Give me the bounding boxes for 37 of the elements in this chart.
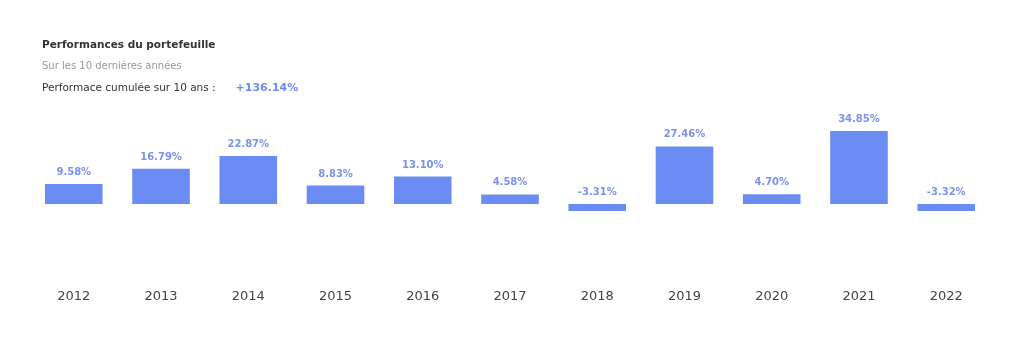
bar [830, 131, 888, 204]
data-label: -3.32% [926, 186, 966, 197]
bar [655, 146, 714, 204]
bar [742, 194, 801, 204]
x-tick-label: 2013 [144, 287, 178, 303]
x-tick-label: 2017 [493, 287, 527, 303]
bar [568, 204, 627, 211]
text: +136.14% [235, 81, 299, 94]
bar [45, 183, 103, 204]
bar [917, 204, 975, 211]
data-label: 4.70% [754, 176, 790, 188]
x-tick-label: 2020 [755, 287, 789, 303]
data-label: 16.79% [140, 150, 182, 162]
data-label: 4.58% [492, 176, 528, 188]
bar [219, 156, 278, 204]
x-tick-label: 2018 [580, 287, 614, 303]
data-label: 13.10% [401, 158, 444, 170]
bar [393, 176, 452, 204]
data-label: 8.83% [318, 167, 353, 179]
x-tick-label: 2014 [231, 287, 265, 303]
x-tick-label: 2016 [406, 287, 440, 303]
x-tick-label: 2022 [929, 287, 963, 303]
text: Performace cumulée sur 10 ans : [42, 81, 216, 93]
chart-subtitle: Sur les 10 dernières années [42, 60, 182, 71]
x-tick-label: 2015 [318, 287, 353, 303]
chart-title: Performances du portefeuille [42, 38, 216, 50]
bar [132, 168, 190, 204]
data-label: 27.46% [663, 128, 706, 140]
bar [306, 185, 365, 204]
bar [481, 194, 539, 204]
x-tick-label: 2021 [842, 287, 876, 303]
data-label: -3.31% [577, 186, 617, 197]
data-label: 9.58% [56, 165, 92, 177]
data-label: 22.87% [227, 138, 270, 150]
x-tick-label: 2019 [667, 287, 702, 303]
data-label: 34.85% [838, 113, 880, 124]
x-tick-label: 2012 [57, 287, 91, 303]
